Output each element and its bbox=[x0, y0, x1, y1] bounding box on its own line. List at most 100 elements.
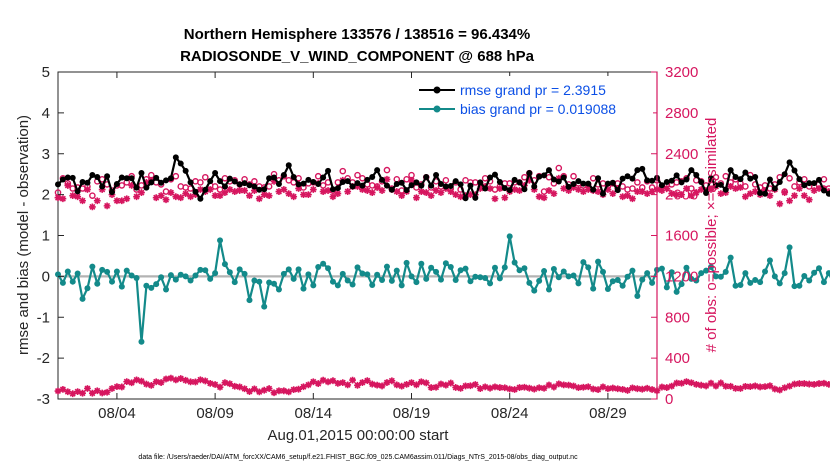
obs-bottom-dot bbox=[605, 386, 611, 392]
rmse-point bbox=[501, 185, 508, 192]
obs-assimilated-point bbox=[250, 187, 258, 194]
obs-bottom-dot bbox=[75, 389, 81, 395]
obs-bottom-dot bbox=[355, 382, 360, 388]
obs-bottom-dot bbox=[291, 387, 297, 392]
obs-assimilated-point bbox=[182, 190, 190, 198]
obs-assimilated-point bbox=[368, 189, 376, 196]
bias-point bbox=[246, 297, 253, 304]
obs-bottom-dot bbox=[541, 385, 547, 391]
obs-bottom-dot bbox=[183, 377, 189, 383]
bias-point bbox=[408, 273, 415, 280]
bias-point bbox=[658, 265, 665, 272]
legend-bias-text: bias grand pr = 0.019088 bbox=[460, 101, 616, 117]
rmse-point bbox=[796, 176, 803, 183]
x-tick-label: 08/04 bbox=[98, 405, 136, 422]
rmse-point bbox=[442, 183, 449, 190]
bias-point bbox=[487, 280, 494, 287]
obs-assimilated-point bbox=[491, 195, 499, 203]
obs-bottom-dot bbox=[708, 380, 714, 386]
rmse-point bbox=[251, 183, 258, 190]
rmse-series-group bbox=[55, 154, 830, 202]
obs-bottom-dot bbox=[119, 384, 125, 390]
obs-assimilated-point bbox=[359, 186, 366, 193]
bias-point bbox=[781, 270, 788, 277]
rmse-point bbox=[344, 178, 351, 185]
obs-bottom-dot bbox=[306, 382, 311, 388]
rmse-point bbox=[619, 175, 626, 182]
rmse-point bbox=[104, 173, 111, 180]
obs-bottom-dot bbox=[104, 389, 110, 395]
rmse-point bbox=[555, 178, 562, 185]
obs-assimilated-point bbox=[255, 195, 263, 203]
obs-bottom-dot bbox=[522, 384, 527, 390]
obs-bottom-dot bbox=[698, 382, 704, 388]
bias-point bbox=[320, 260, 327, 267]
rmse-point bbox=[590, 186, 597, 193]
obs-bottom-dot bbox=[276, 388, 282, 394]
obs-bottom-dot bbox=[286, 389, 292, 395]
obs-bottom-dot bbox=[556, 381, 562, 387]
y-left-tick-label: 5 bbox=[42, 64, 50, 81]
obs-assimilated-point bbox=[565, 187, 573, 194]
obs-bottom-dot bbox=[193, 379, 198, 385]
obs-bottom-dot bbox=[158, 380, 164, 385]
rmse-point bbox=[418, 182, 425, 189]
rmse-point bbox=[472, 194, 479, 201]
rmse-point bbox=[452, 178, 459, 185]
obs-bottom-dot bbox=[517, 385, 522, 390]
obs-bottom-dot bbox=[777, 387, 783, 393]
bias-point bbox=[541, 268, 548, 275]
obs-assimilated-point bbox=[624, 192, 631, 200]
obs-bottom-dot bbox=[364, 378, 370, 384]
obs-bottom-dot bbox=[89, 390, 95, 396]
bias-point bbox=[590, 285, 597, 292]
bias-point bbox=[329, 278, 336, 285]
bias-point bbox=[104, 268, 111, 275]
rmse-point bbox=[148, 179, 155, 186]
obs-assimilated-point bbox=[732, 185, 739, 192]
obs-assimilated-point bbox=[334, 190, 342, 198]
rmse-point bbox=[226, 175, 233, 182]
bias-point bbox=[369, 281, 376, 288]
obs-bottom-dot bbox=[472, 382, 478, 387]
bias-point bbox=[226, 269, 233, 276]
bias-point bbox=[133, 275, 140, 282]
obs-assimilated-point bbox=[216, 192, 224, 200]
obs-assimilated-point bbox=[697, 186, 705, 193]
bias-point bbox=[565, 273, 572, 280]
y-right-tick-label: 0 bbox=[665, 391, 673, 408]
x-tick-label: 08/14 bbox=[295, 405, 333, 422]
bias-point bbox=[462, 265, 469, 272]
rmse-point bbox=[634, 167, 641, 174]
obs-bottom-dot bbox=[615, 386, 621, 392]
obs-bottom-dot bbox=[688, 380, 694, 386]
obs-bottom-dot bbox=[458, 385, 464, 391]
bias-point bbox=[241, 270, 248, 277]
rmse-point bbox=[595, 175, 602, 182]
rmse-point bbox=[118, 174, 125, 181]
obs-bottom-dot bbox=[792, 381, 797, 387]
rmse-point bbox=[712, 182, 719, 189]
rmse-point bbox=[624, 173, 631, 180]
rmse-point bbox=[516, 179, 523, 186]
rmse-point bbox=[349, 183, 356, 190]
bias-point bbox=[555, 274, 562, 281]
chart-title-line2: RADIOSONDE_V_WIND_COMPONENT @ 688 hPa bbox=[180, 48, 535, 65]
obs-bottom-dot bbox=[99, 390, 105, 396]
bias-point bbox=[271, 280, 278, 287]
rmse-point bbox=[275, 180, 282, 187]
obs-possible-point bbox=[354, 171, 361, 179]
bias-point bbox=[825, 270, 830, 277]
bias-point bbox=[217, 237, 224, 244]
obs-bottom-dot bbox=[232, 383, 238, 389]
bias-point bbox=[742, 270, 749, 277]
obs-assimilated-point bbox=[707, 186, 715, 193]
obs-assimilated-point bbox=[427, 192, 435, 200]
obs-assimilated-point bbox=[74, 193, 82, 201]
obs-bottom-dot bbox=[443, 382, 449, 388]
obs-assimilated-point bbox=[398, 192, 406, 200]
obs-bottom-dot bbox=[423, 380, 429, 386]
rmse-point bbox=[94, 174, 101, 181]
obs-assimilated-point bbox=[609, 190, 617, 198]
obs-bottom-dot bbox=[684, 379, 689, 385]
